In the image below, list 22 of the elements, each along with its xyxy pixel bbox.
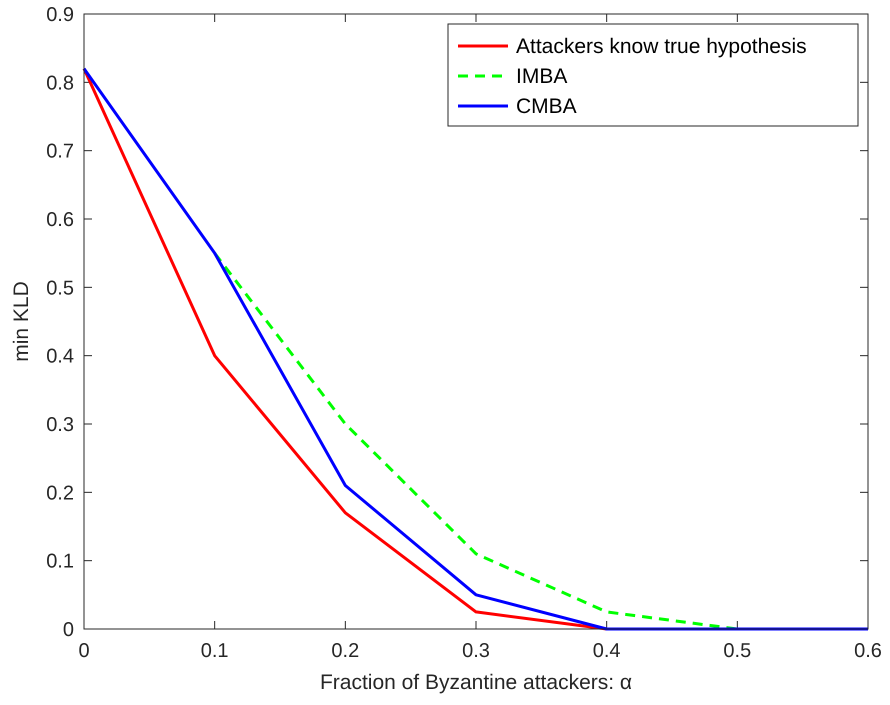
y-tick-label: 0.6 bbox=[46, 209, 74, 231]
y-axis-title: min KLD bbox=[10, 281, 33, 362]
y-tick-label: 0.8 bbox=[46, 72, 74, 94]
y-tick-label: 0.7 bbox=[46, 140, 74, 163]
x-axis-title: Fraction of Byzantine attackers: α bbox=[320, 671, 632, 694]
x-tick-label: 0.2 bbox=[331, 640, 360, 662]
x-tick-label: 0.6 bbox=[854, 640, 882, 662]
legend-label: CMBA bbox=[516, 95, 577, 118]
y-tick-label: 0.2 bbox=[46, 482, 74, 504]
legend-label: Attackers know true hypothesis bbox=[516, 35, 807, 58]
y-tick-label: 0.5 bbox=[46, 277, 74, 300]
x-tick-label: 0.1 bbox=[200, 640, 229, 662]
y-tick-label: 0 bbox=[62, 619, 74, 641]
y-tick-label: 0.1 bbox=[46, 550, 74, 573]
x-tick-label: 0.3 bbox=[462, 640, 490, 662]
legend-label: IMBA bbox=[516, 65, 568, 88]
x-tick-label: 0.5 bbox=[723, 640, 752, 662]
y-tick-label: 0.4 bbox=[46, 346, 74, 368]
y-tick-label: 0.3 bbox=[46, 414, 74, 436]
x-tick-label: 0.4 bbox=[592, 640, 621, 662]
x-tick-label: 0 bbox=[78, 640, 90, 662]
y-tick-label: 0.9 bbox=[46, 4, 74, 26]
